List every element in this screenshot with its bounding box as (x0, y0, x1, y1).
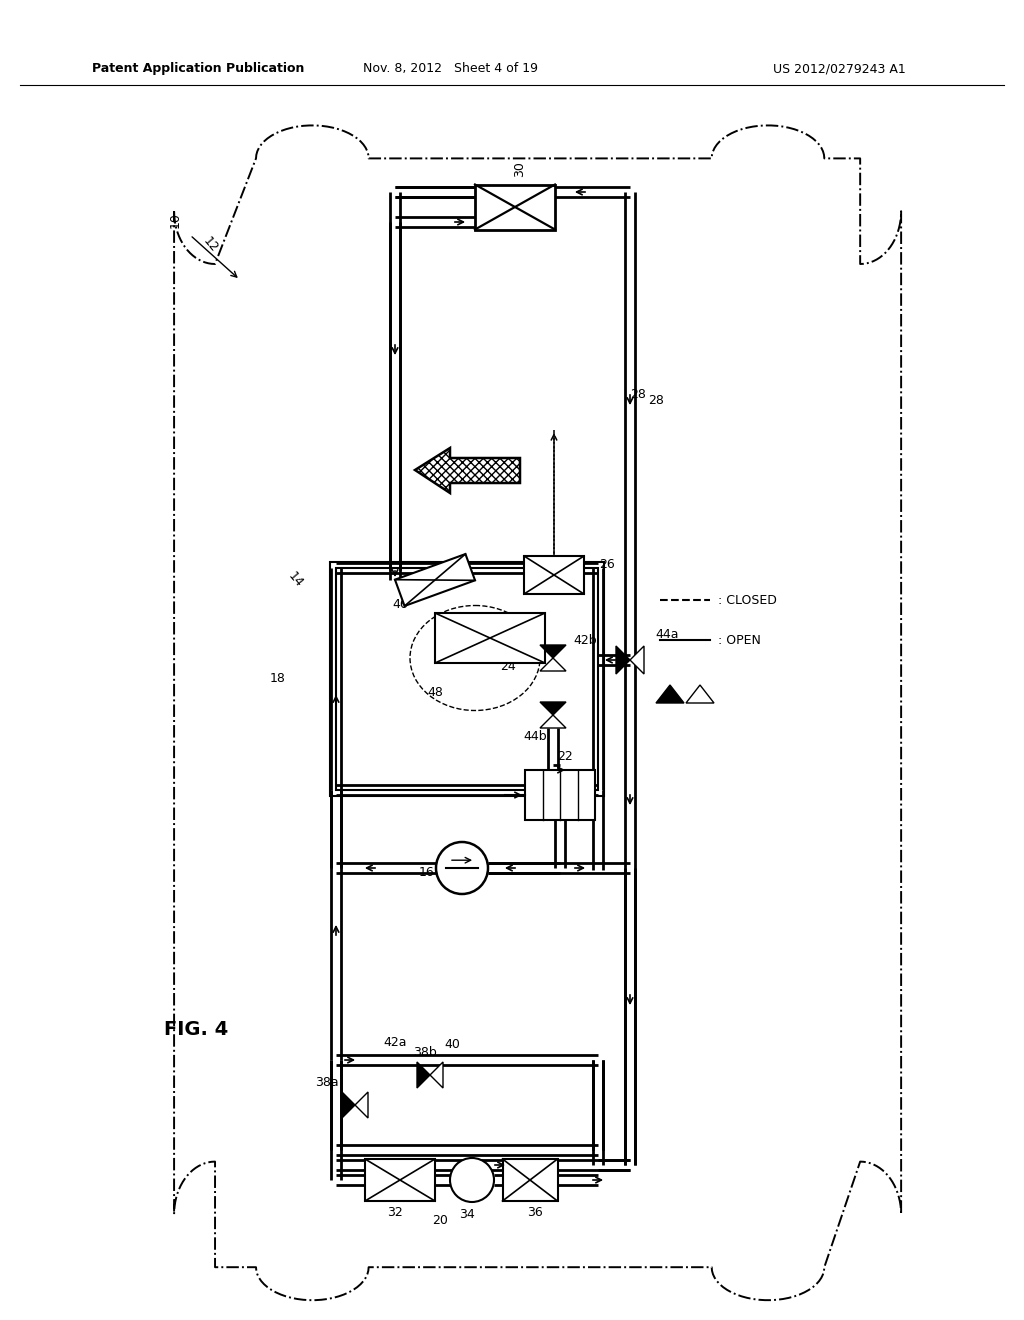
Polygon shape (417, 1063, 430, 1088)
Circle shape (450, 1158, 494, 1203)
Text: : OPEN: : OPEN (718, 634, 761, 647)
Polygon shape (540, 657, 566, 671)
Text: 46: 46 (392, 598, 408, 611)
Bar (525, 770, 595, 820)
Text: 40: 40 (444, 1039, 460, 1052)
Text: 36: 36 (527, 1205, 543, 1218)
Text: 24: 24 (500, 660, 516, 672)
Text: 20: 20 (432, 1213, 447, 1226)
Text: 44b: 44b (523, 730, 547, 743)
Text: FIG. 4: FIG. 4 (164, 1020, 228, 1039)
Bar (435, 612, 545, 663)
Text: Patent Application Publication: Patent Application Publication (92, 62, 304, 75)
FancyBboxPatch shape (395, 554, 475, 606)
Text: 18: 18 (270, 672, 286, 685)
Text: : CLOSED: : CLOSED (718, 594, 777, 606)
Polygon shape (630, 645, 644, 675)
Bar (503, 1159, 557, 1201)
Polygon shape (540, 702, 566, 715)
Text: 30: 30 (513, 161, 526, 177)
Text: Nov. 8, 2012   Sheet 4 of 19: Nov. 8, 2012 Sheet 4 of 19 (364, 62, 538, 75)
Text: 44a: 44a (655, 628, 679, 642)
Text: 28: 28 (630, 388, 646, 401)
Text: 12: 12 (200, 235, 220, 255)
Polygon shape (342, 1092, 355, 1118)
Text: 10: 10 (169, 213, 181, 228)
Bar (475, 185, 555, 230)
Text: 22: 22 (557, 751, 572, 763)
Text: 38a: 38a (315, 1077, 339, 1089)
Bar (336, 568, 598, 789)
Polygon shape (656, 685, 684, 704)
Polygon shape (540, 715, 566, 729)
Text: 26: 26 (599, 558, 614, 572)
Bar (330, 562, 604, 796)
Text: 38b: 38b (413, 1047, 437, 1060)
Text: 48: 48 (427, 686, 443, 700)
Text: 34: 34 (459, 1209, 475, 1221)
Polygon shape (616, 645, 630, 675)
Polygon shape (540, 645, 566, 657)
Bar (365, 1159, 435, 1201)
Polygon shape (686, 685, 714, 704)
Polygon shape (430, 1063, 443, 1088)
Text: 14: 14 (285, 570, 305, 590)
Text: 16: 16 (419, 866, 435, 879)
Text: US 2012/0279243 A1: US 2012/0279243 A1 (773, 62, 906, 75)
Circle shape (436, 842, 488, 894)
Bar (524, 556, 584, 594)
Polygon shape (355, 1092, 368, 1118)
Text: 42b: 42b (573, 634, 597, 647)
Text: 28: 28 (648, 393, 664, 407)
Text: 42a: 42a (383, 1035, 407, 1048)
Text: 32: 32 (387, 1205, 402, 1218)
